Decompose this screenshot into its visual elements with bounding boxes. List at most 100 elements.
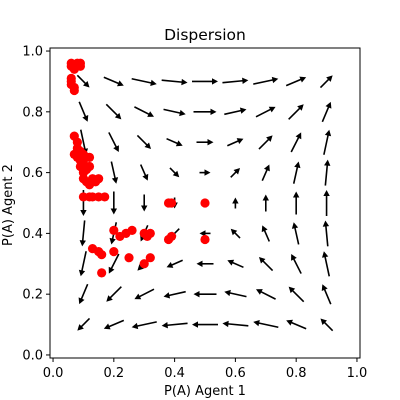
- vector-arrow: [292, 161, 301, 184]
- vector-arrow: [141, 194, 148, 212]
- vector-arrow: [227, 138, 244, 147]
- vector-arrow: [323, 190, 330, 216]
- vector-arrow: [193, 108, 217, 116]
- plot-frame: [49, 47, 361, 359]
- vector-arrow: [196, 139, 214, 146]
- vector-arrow: [161, 322, 188, 329]
- x-axis-ticks: 0.0 0.2 0.4 0.6 0.8 1.0: [43, 358, 368, 381]
- vector-arrow: [105, 103, 122, 120]
- x-tick-label: 1.0: [347, 366, 368, 381]
- y-tick-label: 0.8: [22, 105, 43, 120]
- vector-arrow: [321, 101, 332, 123]
- vector-arrow: [262, 194, 269, 212]
- vector-arrow: [322, 220, 330, 247]
- vector-arrow: [230, 228, 241, 239]
- vector-arrow: [169, 167, 180, 178]
- y-axis-ticks: 0.0 0.2 0.4 0.6 0.8 1.0: [22, 45, 50, 363]
- vector-arrow: [291, 222, 300, 245]
- vector-arrow: [232, 197, 239, 209]
- data-point: [94, 174, 104, 184]
- data-point: [100, 192, 110, 202]
- vector-arrow: [285, 76, 307, 87]
- data-point: [127, 225, 137, 235]
- data-point: [145, 253, 155, 263]
- data-points: [66, 58, 210, 278]
- y-tick-label: 0.2: [22, 288, 43, 303]
- vector-arrow: [131, 77, 157, 86]
- vector-arrow: [323, 129, 332, 155]
- vector-arrow: [258, 135, 273, 150]
- vector-arrow: [192, 321, 218, 328]
- vector-arrow: [290, 132, 302, 153]
- y-tick-label: 1.0: [22, 45, 43, 60]
- vector-arrow: [253, 320, 279, 329]
- vector-arrow: [261, 164, 270, 181]
- data-point: [166, 198, 177, 208]
- vector-arrow: [131, 321, 157, 330]
- data-point: [145, 228, 155, 238]
- vector-arrow: [224, 107, 247, 116]
- data-point: [166, 231, 177, 242]
- vector-arrow: [324, 159, 331, 186]
- chart-title: Dispersion: [164, 26, 246, 44]
- vector-arrow: [192, 78, 218, 85]
- x-tick-label: 0.0: [43, 366, 64, 381]
- data-point: [139, 259, 149, 269]
- vector-arrow: [288, 104, 304, 120]
- vector-arrow: [230, 167, 241, 178]
- vector-arrow: [224, 289, 247, 298]
- vector-arrow: [199, 169, 211, 176]
- vector-arrow: [321, 284, 332, 305]
- vector-arrow: [320, 318, 334, 332]
- data-point: [200, 234, 210, 245]
- vector-arrow: [163, 108, 186, 117]
- vector-arrow: [255, 289, 276, 300]
- data-point: [97, 268, 107, 278]
- vector-arrow: [166, 137, 183, 147]
- x-tick-label: 0.8: [286, 366, 307, 381]
- data-point: [69, 64, 79, 74]
- x-tick-label: 0.6: [225, 366, 246, 381]
- data-point: [84, 161, 95, 172]
- vector-arrow: [134, 288, 155, 300]
- vector-arrow: [193, 290, 217, 298]
- data-point: [75, 58, 85, 68]
- vector-arrow: [139, 164, 149, 181]
- vector-arrow: [286, 319, 307, 330]
- vector-arrow: [78, 251, 87, 277]
- vector-arrow: [253, 76, 279, 85]
- data-point: [124, 253, 134, 263]
- vector-arrow: [322, 251, 331, 277]
- vector-arrow: [291, 253, 302, 274]
- vector-arrow: [134, 106, 155, 117]
- vector-arrow: [227, 259, 244, 269]
- vector-arrow: [78, 101, 89, 122]
- vector-arrow: [78, 283, 89, 305]
- data-point: [84, 152, 95, 163]
- vector-arrow: [163, 290, 186, 299]
- data-point: [66, 76, 76, 87]
- vector-arrow: [288, 286, 305, 303]
- data-point: [69, 85, 79, 96]
- data-point: [97, 250, 107, 260]
- vector-arrow: [292, 191, 300, 215]
- vector-arrow: [108, 132, 119, 153]
- vector-arrow: [103, 76, 124, 87]
- data-point: [115, 231, 125, 242]
- y-axis-label: P(A) Agent 2: [1, 164, 16, 246]
- x-axis-label: P(A) Agent 1: [164, 384, 246, 399]
- vector-arrow: [196, 260, 214, 267]
- vector-arrow: [222, 77, 249, 84]
- data-point: [200, 198, 210, 208]
- y-tick-label: 0.4: [22, 227, 43, 242]
- vector-arrow: [222, 320, 249, 328]
- vector-arrow: [76, 74, 90, 88]
- vector-arrow: [255, 106, 276, 118]
- y-tick-label: 0.6: [22, 166, 43, 181]
- vector-arrow: [319, 75, 333, 89]
- x-tick-label: 0.2: [103, 366, 124, 381]
- vector-arrow: [161, 78, 188, 86]
- data-point: [109, 225, 119, 235]
- vector-arrow: [166, 259, 183, 268]
